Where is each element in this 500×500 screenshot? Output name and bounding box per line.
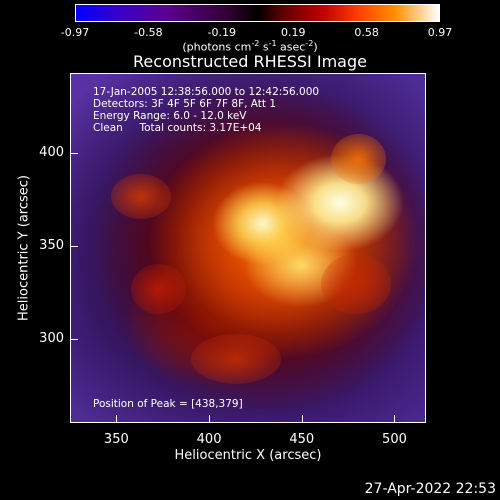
x-tick-label: 450 — [289, 432, 315, 447]
x-tick-mark — [301, 415, 303, 423]
colorbar — [75, 4, 440, 22]
x-axis-label: Heliocentric X (arcsec) — [174, 448, 322, 463]
annotation-total-counts: Clean Total counts: 3.17E+04 — [93, 122, 262, 134]
x-tick-mark — [394, 415, 396, 423]
emission-clump — [131, 264, 186, 314]
peak-position-label: Position of Peak = [438,379] — [93, 398, 243, 410]
emission-clump — [331, 134, 386, 184]
emission-clump — [321, 254, 391, 314]
x-tick-label: 500 — [382, 432, 407, 447]
emission-clump — [111, 174, 171, 219]
colorbar-tick-label: 0.97 — [427, 26, 453, 39]
colorbar-tick-label: 0.19 — [280, 26, 306, 39]
colorbar-tick-label: -0.97 — [60, 26, 90, 39]
x-tick-label: 350 — [103, 432, 129, 447]
x-tick-mark — [116, 415, 118, 423]
colorbar-units: (photons cm-2 s-1 asec-2) — [182, 39, 318, 54]
y-tick-label: 350 — [39, 238, 64, 254]
y-tick-label: 300 — [39, 331, 64, 347]
y-tick-mark — [70, 339, 78, 341]
annotation-detectors: Detectors: 3F 4F 5F 6F 7F 8F, Att 1 — [93, 98, 277, 110]
y-tick-mark — [70, 153, 78, 155]
y-axis-label: Heliocentric Y (arcsec) — [16, 175, 32, 321]
timestamp: 27-Apr-2022 22:53 — [364, 481, 496, 497]
x-tick-label: 400 — [196, 432, 222, 447]
annotation-time-range: 17-Jan-2005 12:38:56.000 to 12:42:56.000 — [93, 86, 320, 98]
colorbar-tick-label: -0.19 — [207, 26, 236, 39]
emission-clump — [191, 334, 281, 384]
colorbar-tick-label: 0.58 — [354, 26, 379, 39]
annotation-energy-range: Energy Range: 6.0 - 12.0 keV — [93, 110, 247, 122]
colorbar-tick-label: -0.58 — [134, 26, 163, 39]
heatmap-plot-area: 17-Jan-2005 12:38:56.000 to 12:42:56.000… — [70, 73, 426, 423]
x-tick-mark — [209, 415, 211, 423]
y-tick-mark — [70, 246, 78, 248]
chart-title: Reconstructed RHESSI Image — [133, 52, 367, 71]
y-tick-label: 400 — [39, 145, 64, 161]
